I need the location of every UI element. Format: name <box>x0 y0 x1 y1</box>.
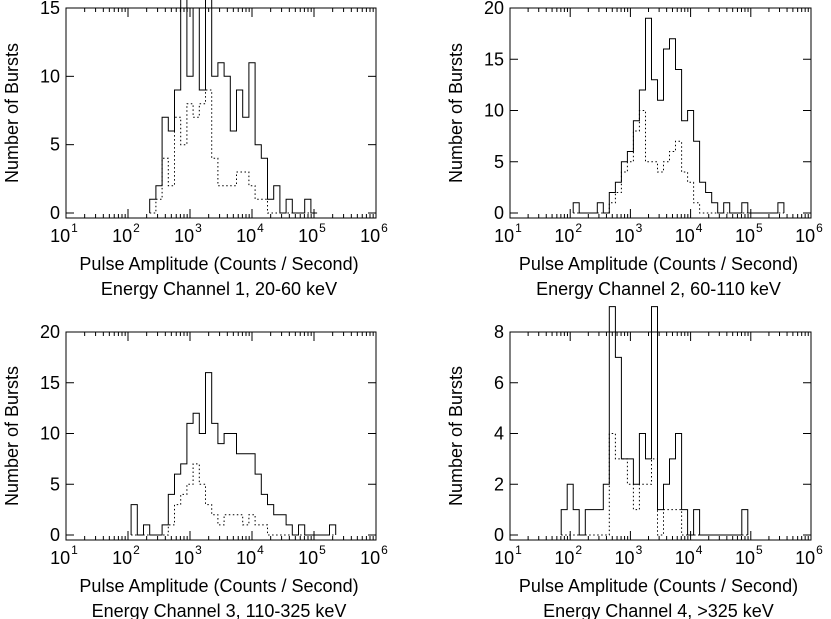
y-tick-label: 15 <box>484 49 504 69</box>
histogram-subset-dotted <box>561 433 748 536</box>
y-tick-label: 15 <box>40 373 60 393</box>
plot-frame <box>509 331 812 541</box>
x-axis-label: Pulse Amplitude (Counts / Second) <box>519 576 798 596</box>
y-tick-label: 15 <box>40 0 60 18</box>
y-axis-label: Number of Bursts <box>446 366 466 506</box>
x-tick-label: 101 <box>494 221 522 246</box>
x-tick-label: 103 <box>615 543 643 568</box>
plot-frame <box>509 7 812 219</box>
y-axis-label: Number of Bursts <box>446 43 466 183</box>
histogram-subset-dotted <box>149 89 318 214</box>
x-tick-label: 105 <box>298 221 326 246</box>
plot-frame <box>65 331 377 541</box>
x-tick-label: 104 <box>236 543 264 568</box>
y-tick-label: 6 <box>494 373 504 393</box>
histogram-subset-dotted <box>131 463 336 536</box>
y-axis-label: Number of Bursts <box>2 43 22 183</box>
histogram-all-solid <box>149 0 318 214</box>
x-tick-label: 106 <box>795 221 823 246</box>
panel-caption: Energy Channel 4, >325 keV <box>543 601 774 619</box>
x-tick-label: 102 <box>554 543 582 568</box>
y-axis-label: Number of Bursts <box>2 366 22 506</box>
x-tick-label: 104 <box>675 543 703 568</box>
y-tick-label: 0 <box>50 525 60 545</box>
panel-caption: Energy Channel 1, 20-60 keV <box>101 279 337 299</box>
x-axis-label: Pulse Amplitude (Counts / Second) <box>79 576 358 596</box>
x-tick-label: 103 <box>174 221 202 246</box>
x-tick-label: 105 <box>735 543 763 568</box>
y-tick-label: 5 <box>50 135 60 155</box>
panel-channel-3: 101 102 103 104 105 106 0 5 10 15 20 Number of Burs… <box>2 322 388 619</box>
y-tick-label: 20 <box>484 0 504 18</box>
y-tick-label: 20 <box>40 322 60 342</box>
y-tick-label: 2 <box>494 474 504 494</box>
x-axis-label: Pulse Amplitude (Counts / Second) <box>79 254 358 274</box>
y-tick-label: 5 <box>494 152 504 172</box>
histogram-all-solid <box>130 372 337 536</box>
y-tick-label: 10 <box>40 66 60 86</box>
histogram-subset-dotted <box>573 110 784 214</box>
x-tick-label: 105 <box>735 221 763 246</box>
y-tick-label: 0 <box>494 203 504 223</box>
x-tick-label: 102 <box>112 543 140 568</box>
x-tick-label: 101 <box>494 543 522 568</box>
x-tick-label: 103 <box>615 221 643 246</box>
x-tick-label: 104 <box>236 221 264 246</box>
y-tick-label: 10 <box>484 101 504 121</box>
panel-caption: Energy Channel 3, 110-325 keV <box>92 601 347 619</box>
panel-channel-4: 101 102 103 104 105 106 0 2 4 6 8 Number of Bursts P… <box>446 306 823 619</box>
x-axis-label: Pulse Amplitude (Counts / Second) <box>519 254 798 274</box>
panel-channel-1: 101 102 103 104 105 106 0 5 10 15 Number of Bursts… <box>2 0 388 299</box>
x-tick-label: 106 <box>795 543 823 568</box>
x-tick-label: 104 <box>675 221 703 246</box>
x-tick-label: 106 <box>360 543 388 568</box>
y-tick-label: 0 <box>50 203 60 223</box>
x-tick-label: 106 <box>360 221 388 246</box>
y-tick-label: 0 <box>494 525 504 545</box>
x-tick-label: 103 <box>174 543 202 568</box>
x-tick-label: 102 <box>112 221 140 246</box>
x-tick-label: 101 <box>50 221 78 246</box>
y-tick-label: 4 <box>494 424 504 444</box>
y-tick-label: 8 <box>494 322 504 342</box>
y-tick-label: 10 <box>40 424 60 444</box>
y-tick-label: 5 <box>50 474 60 494</box>
x-tick-label: 102 <box>554 221 582 246</box>
histogram-all-solid <box>572 17 785 214</box>
panel-caption: Energy Channel 2, 60-110 keV <box>536 279 781 299</box>
panel-channel-2: 101 102 103 104 105 106 0 5 10 15 20 Number of Burs… <box>446 0 823 299</box>
x-tick-label: 101 <box>50 543 78 568</box>
histogram-all-solid <box>560 306 749 536</box>
x-tick-label: 105 <box>298 543 326 568</box>
plot-frame <box>65 7 377 219</box>
